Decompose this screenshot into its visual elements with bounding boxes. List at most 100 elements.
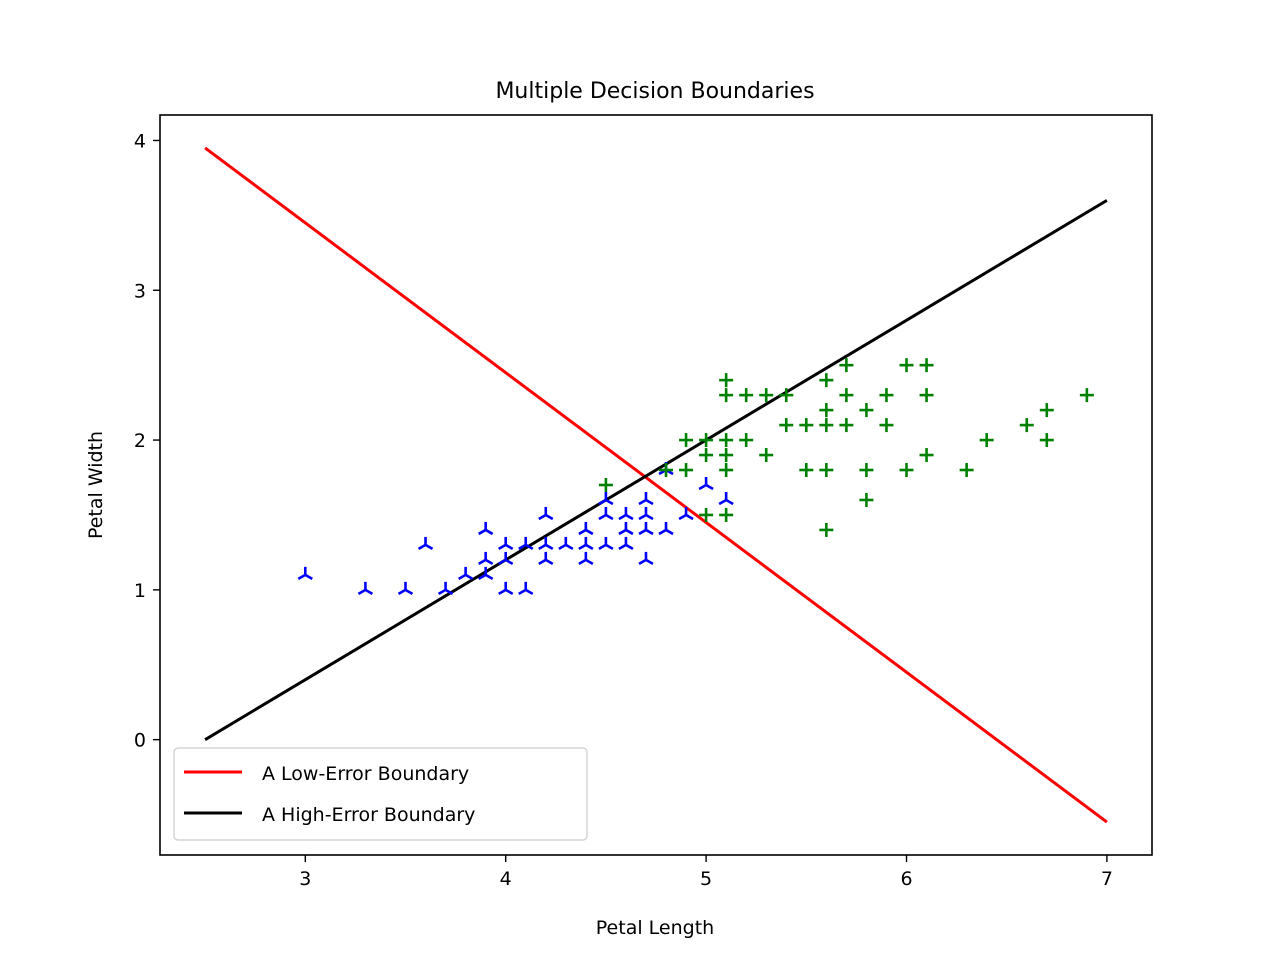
- legend-label-high-error: A High-Error Boundary: [262, 804, 475, 826]
- plus-marker: [819, 522, 834, 537]
- plus-marker: [699, 433, 714, 448]
- tri-down-marker: [538, 551, 554, 566]
- tri-down-marker: [538, 536, 554, 551]
- plus-marker: [899, 358, 914, 373]
- plus-marker: [598, 478, 613, 492]
- tri-down-marker: [538, 506, 554, 521]
- chart-title: Multiple Decision Boundaries: [495, 79, 814, 104]
- tri-down-marker: [498, 581, 514, 595]
- tri-down-marker: [638, 506, 654, 521]
- plus-marker: [919, 358, 934, 373]
- legend-box: [173, 747, 588, 841]
- tri-down-marker: [698, 477, 714, 491]
- y-tick-label: 4: [134, 130, 146, 152]
- plus-marker: [1039, 403, 1054, 418]
- tri-down-marker: [437, 581, 454, 595]
- tri-down-marker: [598, 506, 614, 521]
- plot-area-frame: [159, 114, 1153, 856]
- y-tick-label: 2: [134, 430, 146, 452]
- scatter-markers: [297, 358, 1094, 595]
- plus-marker: [739, 433, 754, 448]
- plus-marker: [839, 388, 854, 403]
- tri-down-marker: [498, 551, 514, 566]
- tri-down-marker: [478, 566, 494, 581]
- tri-down-marker: [598, 491, 614, 506]
- series-line-3: [204, 199, 1108, 741]
- plus-marker: [739, 388, 754, 403]
- plus-marker: [1019, 418, 1034, 433]
- plus-marker: [719, 388, 734, 403]
- plus-marker: [799, 463, 814, 478]
- tri-down-marker: [598, 536, 614, 551]
- tri-down-marker: [638, 551, 654, 566]
- legend: A Low-Error Boundary A High-Error Bounda…: [173, 747, 588, 841]
- tri-down-marker: [357, 581, 374, 595]
- plus-marker: [1079, 388, 1094, 403]
- plus-marker: [819, 418, 834, 433]
- y-axis-label: Petal Width: [85, 431, 107, 539]
- plus-marker: [919, 388, 934, 403]
- plus-marker: [679, 433, 694, 448]
- plus-marker: [719, 463, 734, 478]
- plus-marker: [819, 403, 834, 418]
- x-tick-label: 5: [700, 868, 712, 890]
- plus-marker: [879, 388, 894, 403]
- tri-down-marker: [578, 536, 594, 551]
- plus-marker: [899, 463, 914, 478]
- tri-down-marker: [638, 521, 654, 536]
- tri-down-marker: [558, 536, 574, 551]
- plus-marker: [779, 388, 794, 403]
- plus-marker: [699, 507, 714, 522]
- tri-down-marker: [397, 581, 414, 595]
- plus-marker: [859, 492, 874, 507]
- tri-down-marker: [658, 521, 674, 536]
- tri-down-marker: [618, 506, 634, 521]
- boundary-lines: [204, 146, 1108, 824]
- tri-down-marker: [638, 491, 654, 506]
- x-tick-label: 4: [500, 868, 512, 890]
- series-line-2: [204, 146, 1108, 824]
- plus-marker: [1039, 433, 1054, 448]
- legend-label-low-error: A Low-Error Boundary: [262, 763, 469, 785]
- plus-marker: [779, 418, 794, 433]
- tri-down-marker: [618, 521, 634, 536]
- tri-down-marker: [718, 491, 734, 506]
- tri-down-marker: [478, 551, 494, 566]
- plus-marker: [699, 448, 714, 463]
- plus-marker: [719, 507, 734, 522]
- tri-down-marker: [518, 536, 534, 551]
- plus-marker: [719, 373, 734, 388]
- tri-down-marker: [578, 551, 594, 566]
- plus-marker: [839, 418, 854, 433]
- plus-marker: [799, 418, 814, 433]
- plus-marker: [879, 418, 894, 433]
- plus-marker: [859, 463, 874, 478]
- tri-down-marker: [478, 521, 494, 536]
- tri-down-marker: [417, 536, 434, 551]
- x-tick-label: 6: [900, 868, 912, 890]
- tri-down-marker: [457, 566, 474, 581]
- plus-marker: [819, 463, 834, 478]
- y-tick-label: 1: [134, 580, 146, 602]
- plus-marker: [859, 403, 874, 418]
- axis-ticks: 3 4 5 6 7 0 1 2 3 4: [134, 130, 1113, 890]
- plus-marker: [719, 433, 734, 448]
- plus-marker: [719, 448, 734, 463]
- tri-down-marker: [297, 566, 313, 581]
- tri-down-marker: [498, 536, 514, 551]
- tri-down-marker: [678, 506, 694, 521]
- tri-down-marker: [578, 521, 594, 536]
- tri-down-marker: [518, 581, 534, 595]
- plus-marker: [759, 448, 774, 463]
- y-tick-label: 0: [134, 730, 146, 752]
- plus-marker: [659, 463, 674, 478]
- plus-marker: [839, 358, 854, 373]
- x-axis-label: Petal Length: [596, 917, 714, 939]
- x-tick-label: 3: [299, 868, 311, 890]
- plus-marker: [759, 388, 774, 403]
- x-tick-label: 7: [1101, 868, 1113, 890]
- plus-marker: [979, 433, 994, 448]
- y-tick-label: 3: [134, 280, 146, 302]
- tri-down-marker: [618, 536, 634, 551]
